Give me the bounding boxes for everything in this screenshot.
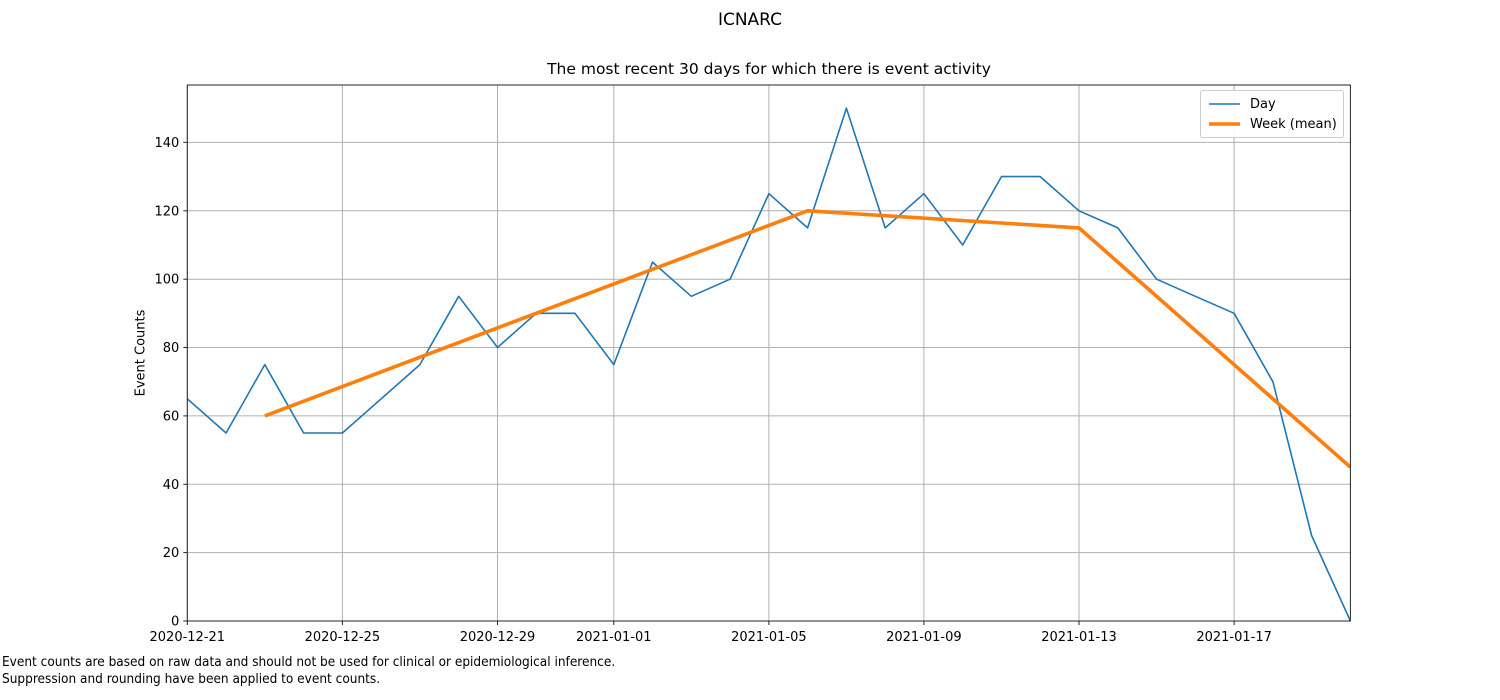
y-tick-label: 120: [154, 204, 179, 219]
x-tick-label: 2021-01-05: [731, 630, 807, 645]
grid: [186, 85, 1351, 622]
disclaimer-text: Event counts are based on raw data and s…: [2, 654, 615, 688]
x-tick-label: 2020-12-21: [150, 630, 226, 645]
x-tick-label: 2020-12-25: [305, 630, 381, 645]
legend-item-day: Day: [1201, 94, 1343, 114]
axes-subtitle: The most recent 30 days for which there …: [547, 60, 991, 78]
y-tick-label: 140: [154, 136, 179, 151]
legend: Day Week (mean): [1200, 90, 1344, 138]
legend-label-week-mean: Week (mean): [1250, 116, 1337, 132]
x-tick-label: 2021-01-09: [886, 630, 962, 645]
x-tick-label: 2021-01-17: [1196, 630, 1272, 645]
y-tick-label: 100: [154, 273, 179, 288]
y-tick-label: 0: [171, 615, 179, 630]
y-tick-label: 60: [163, 409, 180, 424]
series-group: [187, 107, 1351, 621]
legend-item-week-mean: Week (mean): [1201, 114, 1343, 134]
x-tick-labels: 2020-12-21 2020-12-25 2020-12-29 2021-01-01…: [150, 630, 1272, 645]
day-line-swatch-icon: [1209, 103, 1240, 105]
week-mean-line-swatch-icon: [1209, 122, 1240, 126]
week-mean-series-line: [264, 209, 1351, 469]
tick-marks: [183, 141, 1235, 625]
x-tick-label: 2021-01-13: [1041, 630, 1117, 645]
y-tick-label: 40: [163, 478, 180, 493]
figure-title: ICNARC: [717, 10, 783, 30]
x-tick-label: 2020-12-29: [460, 630, 536, 645]
y-tick-label: 80: [163, 341, 180, 356]
disclaimer-line-1: Event counts are based on raw data and s…: [2, 654, 616, 670]
disclaimer-line-2: Suppression and rounding have been appli…: [2, 671, 381, 687]
y-tick-labels: 0 20 40 60 80 100 120 140: [154, 136, 179, 630]
y-tick-label: 20: [163, 546, 180, 561]
day-series-line: [187, 107, 1351, 621]
legend-label-day: Day: [1250, 96, 1276, 112]
x-tick-label: 2021-01-01: [576, 630, 652, 645]
